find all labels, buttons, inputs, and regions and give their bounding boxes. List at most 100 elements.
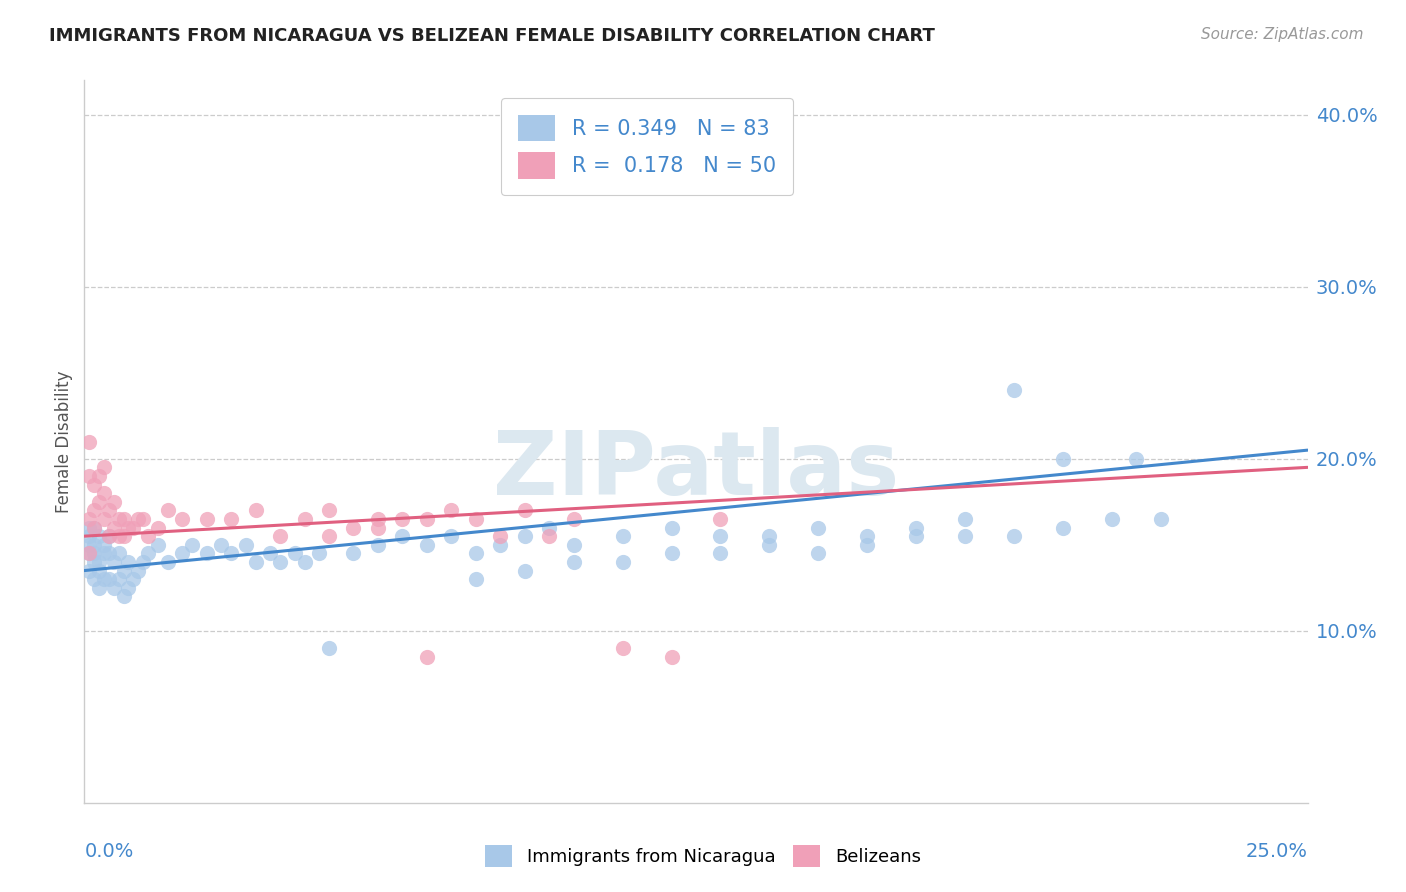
Point — [87, 494, 110, 508]
Point — [245, 503, 267, 517]
Point — [156, 503, 179, 517]
Legend: R = 0.349   N = 83, R =  0.178   N = 50: R = 0.349 N = 83, R = 0.178 N = 50 — [501, 98, 793, 195]
Point — [807, 546, 830, 560]
Point — [107, 546, 129, 560]
Point — [807, 520, 830, 534]
Point — [83, 555, 105, 569]
Point — [172, 546, 194, 560]
Point — [97, 572, 120, 586]
Point — [953, 529, 976, 543]
Text: 0.0%: 0.0% — [84, 842, 134, 861]
Point — [905, 529, 928, 543]
Point — [77, 529, 100, 543]
Point — [1125, 451, 1147, 466]
Point — [284, 546, 307, 560]
Point — [112, 590, 135, 604]
Point — [127, 564, 149, 578]
Point — [513, 529, 536, 543]
Text: Source: ZipAtlas.com: Source: ZipAtlas.com — [1201, 27, 1364, 42]
Point — [294, 555, 316, 569]
Point — [83, 546, 105, 560]
Point — [856, 538, 879, 552]
Point — [367, 520, 389, 534]
Point — [112, 529, 135, 543]
Point — [464, 546, 486, 560]
Point — [538, 529, 561, 543]
Point — [709, 529, 731, 543]
Point — [1101, 512, 1123, 526]
Point — [416, 538, 439, 552]
Point — [612, 555, 634, 569]
Point — [87, 469, 110, 483]
Point — [661, 546, 683, 560]
Point — [416, 512, 439, 526]
Point — [308, 546, 330, 560]
Point — [489, 538, 512, 552]
Point — [538, 520, 561, 534]
Point — [93, 546, 115, 560]
Point — [1150, 512, 1173, 526]
Point — [97, 529, 120, 543]
Point — [112, 564, 135, 578]
Point — [464, 512, 486, 526]
Point — [136, 546, 159, 560]
Point — [77, 564, 100, 578]
Point — [103, 555, 125, 569]
Point — [87, 555, 110, 569]
Point — [77, 520, 100, 534]
Point — [513, 564, 536, 578]
Point — [562, 512, 585, 526]
Point — [1002, 383, 1025, 397]
Point — [132, 512, 155, 526]
Point — [367, 538, 389, 552]
Point — [758, 529, 780, 543]
Text: IMMIGRANTS FROM NICARAGUA VS BELIZEAN FEMALE DISABILITY CORRELATION CHART: IMMIGRANTS FROM NICARAGUA VS BELIZEAN FE… — [49, 27, 935, 45]
Point — [219, 512, 242, 526]
Point — [709, 512, 731, 526]
Point — [146, 538, 169, 552]
Point — [77, 434, 100, 449]
Point — [122, 520, 145, 534]
Point — [87, 529, 110, 543]
Point — [562, 538, 585, 552]
Point — [77, 546, 100, 560]
Point — [83, 520, 105, 534]
Point — [661, 649, 683, 664]
Point — [318, 503, 340, 517]
Point — [181, 538, 204, 552]
Point — [209, 538, 232, 552]
Point — [1052, 520, 1074, 534]
Point — [318, 640, 340, 655]
Point — [318, 529, 340, 543]
Point — [342, 520, 364, 534]
Point — [103, 520, 125, 534]
Point — [612, 529, 634, 543]
Point — [709, 546, 731, 560]
Point — [416, 649, 439, 664]
Point — [87, 564, 110, 578]
Point — [269, 555, 291, 569]
Point — [195, 546, 218, 560]
Point — [464, 572, 486, 586]
Point — [97, 546, 120, 560]
Point — [122, 572, 145, 586]
Point — [112, 512, 135, 526]
Point — [661, 520, 683, 534]
Point — [93, 538, 115, 552]
Point — [127, 512, 149, 526]
Point — [83, 503, 105, 517]
Point — [83, 538, 105, 552]
Point — [93, 512, 115, 526]
Point — [856, 529, 879, 543]
Point — [77, 538, 100, 552]
Point — [97, 529, 120, 543]
Point — [367, 512, 389, 526]
Point — [146, 520, 169, 534]
Point — [103, 494, 125, 508]
Y-axis label: Female Disability: Female Disability — [55, 370, 73, 513]
Point — [391, 529, 413, 543]
Point — [758, 538, 780, 552]
Legend: Immigrants from Nicaragua, Belizeans: Immigrants from Nicaragua, Belizeans — [478, 838, 928, 874]
Point — [117, 520, 139, 534]
Point — [132, 555, 155, 569]
